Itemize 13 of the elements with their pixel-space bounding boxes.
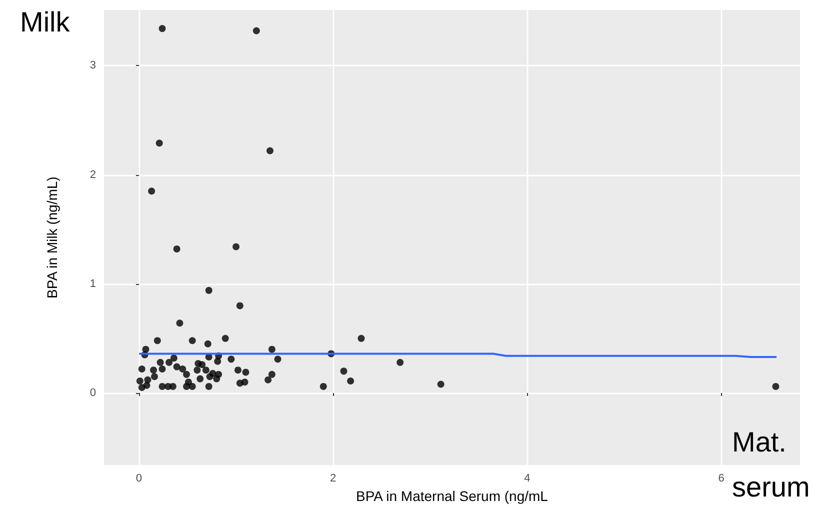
text: serum <box>732 472 810 502</box>
y-tick-label: 1 <box>90 278 96 290</box>
x-tick-label: 0 <box>136 472 142 484</box>
y-tick-label: 3 <box>90 60 96 72</box>
y-tick-label: 2 <box>90 168 96 181</box>
x-tick-label: 2 <box>330 472 336 484</box>
text: Milk <box>20 6 71 38</box>
x-tick-label: 6 <box>718 472 724 484</box>
x-tick-label: 4 <box>524 472 530 484</box>
annotation: Mat. <box>732 426 786 458</box>
y-axis-title: BPA in Milk (ng/mL) <box>44 176 60 298</box>
y-tick-label: 0 <box>90 386 96 399</box>
x-axis-title: BPA in Maternal Serum (ng/mL <box>356 488 548 504</box>
